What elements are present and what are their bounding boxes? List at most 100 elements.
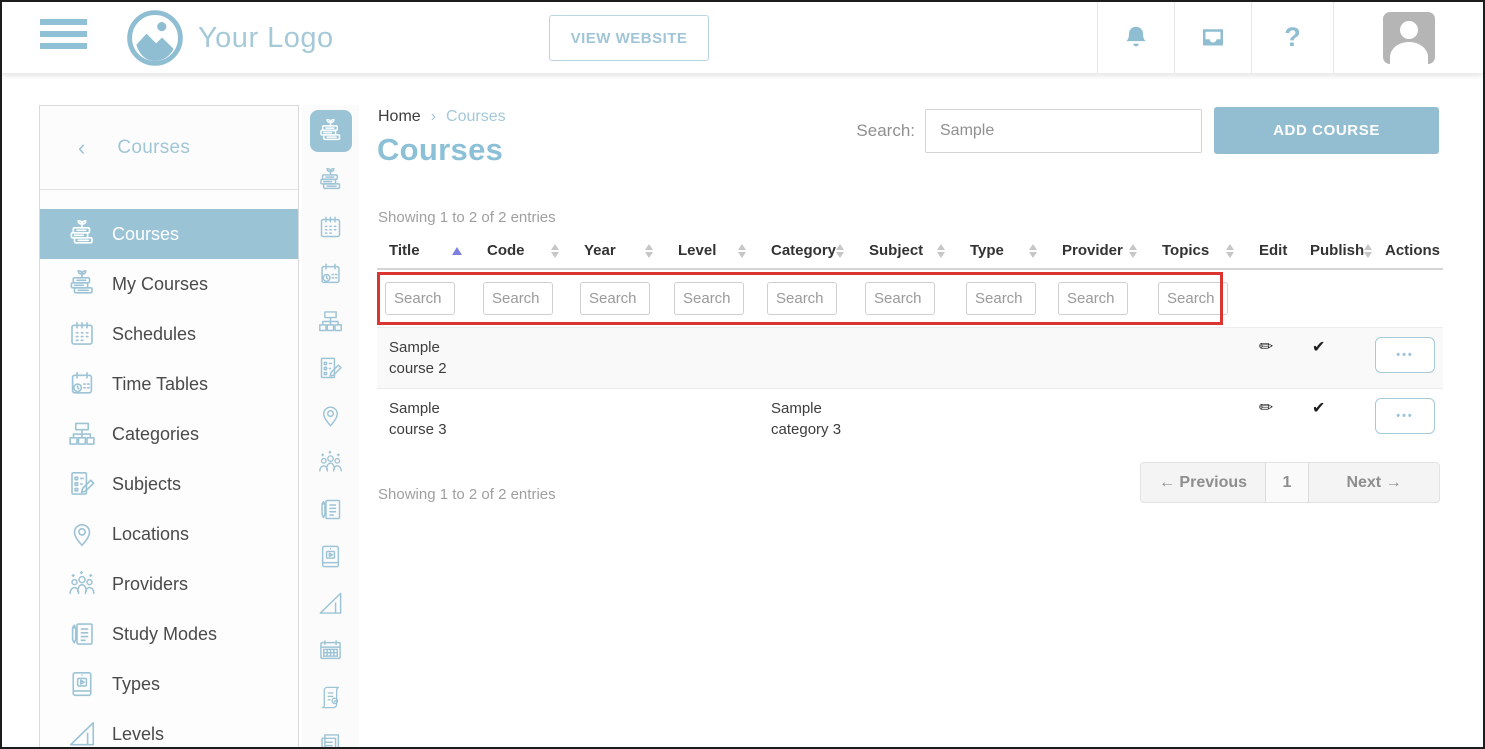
book-play-icon [67,669,97,699]
filter-topics-input[interactable] [1158,282,1228,315]
sidebar: ‹ Courses Courses My Courses Schedules T… [39,105,299,749]
sidebar-title: Courses [117,136,191,158]
sort-asc-icon [452,246,462,255]
previous-page-button[interactable]: ← Previous [1141,463,1266,502]
logo[interactable]: Your Logo [126,9,334,67]
logo-text: Your Logo [198,21,334,54]
column-header-type[interactable]: Type [958,233,1050,268]
sidebar-item-time-tables[interactable]: Time Tables [40,359,298,409]
calendar-icon [67,319,97,349]
column-header-code[interactable]: Code [475,233,572,268]
sidebar-item-schedules[interactable]: Schedules [40,309,298,359]
column-header-provider[interactable]: Provider [1050,233,1150,268]
clipboard-pencil-icon [67,469,97,499]
sort-icon [836,243,845,258]
view-website-button[interactable]: VIEW WEBSITE [549,15,709,61]
rail-item-subjects[interactable] [307,345,354,392]
filter-subject-input[interactable] [865,282,935,315]
edit-pencil-icon[interactable]: ✏ [1259,398,1274,417]
edit-pencil-icon[interactable]: ✏ [1259,337,1274,356]
books-icon [317,167,344,194]
logo-icon [126,9,184,67]
rail-item-categories[interactable] [307,298,354,345]
page-number-button[interactable]: 1 [1266,463,1309,502]
map-pin-icon [317,402,344,429]
books-icon [67,269,97,299]
rail-item-my-courses[interactable] [307,157,354,204]
sort-icon [937,243,945,258]
table-row: Sample course 2 ✏ ✔ ••• [377,327,1443,388]
row-actions-button[interactable]: ••• [1375,337,1435,373]
rail-item-providers[interactable] [307,439,354,486]
filter-year-input[interactable] [580,282,650,315]
calendar-icon [317,214,344,241]
publish-check-icon[interactable]: ✔ [1312,400,1326,417]
sidebar-item-subjects[interactable]: Subjects [40,459,298,509]
sort-icon [645,243,653,258]
filter-title-input[interactable] [385,282,455,315]
filter-provider-input[interactable] [1058,282,1128,315]
sort-icon [1226,243,1234,258]
rail-item-time-tables[interactable] [307,251,354,298]
column-header-category[interactable]: Category [759,233,857,268]
breadcrumb-home[interactable]: Home [378,108,421,125]
triangle-chart-icon [67,719,97,749]
inbox-button[interactable] [1174,2,1251,73]
sidebar-header: ‹ Courses [40,106,298,190]
rail-item-types[interactable] [307,533,354,580]
books-icon [67,219,97,249]
scroll-certificate-icon [317,684,344,711]
notebook-pencil-icon [67,619,97,649]
column-header-edit: Edit [1259,242,1288,259]
sidebar-item-my-courses[interactable]: My Courses [40,259,298,309]
sidebar-item-providers[interactable]: Providers [40,559,298,609]
sidebar-item-levels[interactable]: Levels [40,709,298,749]
sort-icon [1364,243,1373,258]
cell-category [759,328,857,388]
column-header-subject[interactable]: Subject [857,233,958,268]
toolbar: Search: ADD COURSE [856,107,1439,154]
sidebar-collapse-icon[interactable]: ‹ [78,134,86,160]
help-button[interactable]: ? [1251,2,1333,73]
sidebar-item-categories[interactable]: Categories [40,409,298,459]
rail-item-extra-2[interactable] [307,674,354,721]
sidebar-item-locations[interactable]: Locations [40,509,298,559]
add-course-button[interactable]: ADD COURSE [1214,107,1439,154]
search-input[interactable] [925,108,1202,153]
column-header-year[interactable]: Year [572,233,666,268]
sort-icon [738,243,746,258]
rail-item-schedules[interactable] [307,204,354,251]
rail-item-courses[interactable] [309,110,352,152]
user-menu[interactable] [1333,2,1483,73]
next-page-button[interactable]: Next → [1346,473,1402,491]
rail-item-locations[interactable] [307,392,354,439]
filter-type-input[interactable] [966,282,1036,315]
sidebar-item-courses[interactable]: Courses [40,209,298,259]
table-info-top: Showing 1 to 2 of 2 entries [378,209,556,226]
rail-item-extra-1[interactable] [307,627,354,674]
hamburger-menu-icon[interactable] [40,19,87,57]
rail-item-extra-3[interactable] [307,721,354,749]
rail-item-levels[interactable] [307,580,354,627]
calendar-clock-icon [67,369,97,399]
sidebar-item-study-modes[interactable]: Study Modes [40,609,298,659]
column-header-level[interactable]: Level [666,233,759,268]
rail-item-study-modes[interactable] [307,486,354,533]
book-play-icon [317,543,344,570]
column-header-publish[interactable]: Publish [1298,233,1373,268]
filter-code-input[interactable] [483,282,553,315]
column-header-topics[interactable]: Topics [1150,233,1247,268]
sitemap-icon [317,308,344,335]
row-actions-button[interactable]: ••• [1375,398,1435,434]
breadcrumb-current: Courses [446,108,506,125]
publish-check-icon[interactable]: ✔ [1312,339,1326,356]
filter-category-input[interactable] [767,282,837,315]
sort-icon [1129,243,1137,258]
table-row: Sample course 3 Sample category 3 ✏ ✔ ••… [377,388,1443,449]
sidebar-item-types[interactable]: Types [40,659,298,709]
notebook-pencil-icon [317,496,344,523]
documents-stack-icon [317,731,344,749]
filter-level-input[interactable] [674,282,744,315]
notifications-button[interactable] [1097,2,1174,73]
column-header-title[interactable]: Title [377,233,475,268]
